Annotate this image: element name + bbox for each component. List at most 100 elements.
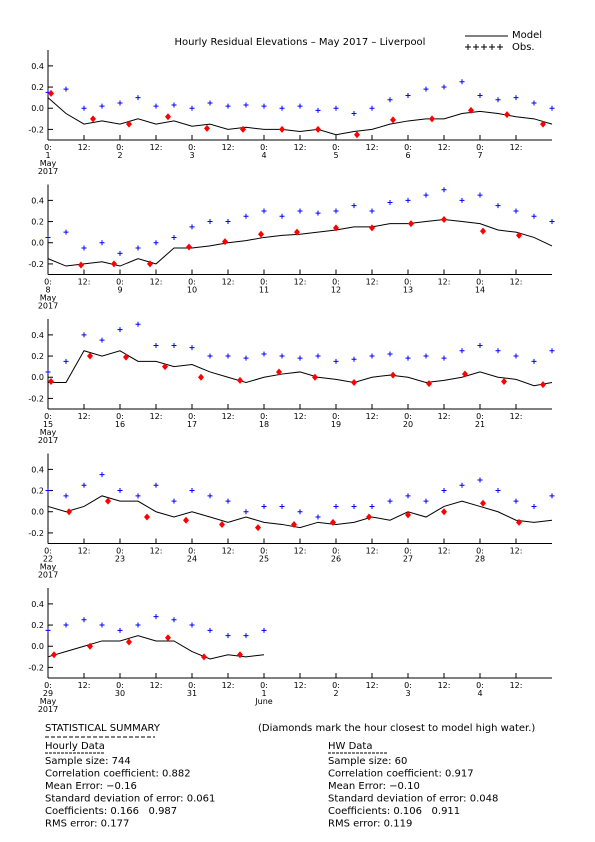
year-label: 2017 [38, 436, 58, 445]
obs-marker [117, 627, 123, 633]
obs-marker [477, 93, 483, 99]
obs-marker [405, 493, 411, 499]
obs-marker [279, 503, 285, 509]
summary-line: Coefficients: 0.166 0.987 [45, 806, 177, 817]
x-tick-label: 12: [78, 278, 91, 287]
hw-diamond [237, 376, 243, 384]
day-label: 10 [187, 286, 197, 295]
obs-marker [549, 105, 555, 111]
hw-diamond [51, 651, 57, 659]
obs-marker [117, 250, 123, 256]
obs-marker [81, 482, 87, 488]
day-label: 3 [189, 151, 194, 160]
obs-marker [189, 622, 195, 628]
day-label: 25 [259, 555, 269, 564]
y-tick-label: -0.2 [28, 663, 44, 672]
summary-line: Standard deviation of error: 0.048 [328, 794, 498, 805]
y-tick-label: 0.4 [31, 331, 44, 340]
y-tick-label: 0.0 [31, 104, 44, 113]
obs-marker [153, 614, 159, 620]
x-tick-label: 12: [510, 278, 523, 287]
obs-marker [351, 203, 357, 209]
model-line [47, 218, 553, 267]
obs-marker [531, 213, 537, 219]
x-tick-label: 12: [78, 412, 91, 421]
hw-diamond [333, 224, 339, 232]
obs-marker [549, 348, 555, 354]
hw-diamond [126, 638, 132, 646]
obs-marker [135, 245, 141, 251]
obs-marker [135, 493, 141, 499]
x-tick-label: 0: [404, 681, 412, 690]
obs-marker [207, 627, 213, 633]
obs-marker [495, 203, 501, 209]
y-tick-label: -0.2 [28, 529, 44, 538]
obs-marker [531, 100, 537, 106]
obs-marker [333, 208, 339, 214]
y-tick-label: 0.4 [31, 600, 44, 609]
hw-diamond [315, 125, 321, 133]
hw-diamond [516, 231, 522, 239]
day-label: 30 [115, 689, 125, 698]
hw-diamond [540, 120, 546, 128]
day-label: 2 [117, 151, 122, 160]
obs-marker [369, 105, 375, 111]
hw-diamond [516, 518, 522, 526]
obs-marker [387, 200, 393, 205]
obs-marker [495, 488, 501, 494]
x-tick-label: 0: [44, 412, 52, 421]
model-line [48, 350, 553, 387]
obs-marker [315, 210, 321, 216]
x-tick-label: 0: [476, 547, 484, 556]
hw-diamond [240, 125, 246, 133]
hw-diamond [165, 634, 171, 642]
obs-marker [387, 351, 393, 357]
summary-section-title: HW Data [328, 741, 372, 752]
obs-marker [63, 622, 69, 628]
legend-obs-marker [489, 44, 495, 50]
obs-marker [99, 103, 105, 109]
obs-marker [135, 622, 141, 628]
obs-marker [297, 208, 303, 214]
x-tick-label: 12: [150, 681, 163, 690]
obs-marker [99, 472, 105, 478]
hw-diamond [90, 115, 96, 123]
day-label: 7 [477, 151, 482, 160]
obs-marker [45, 488, 51, 494]
hw-diamond [480, 499, 486, 507]
hw-diamond [291, 520, 297, 528]
y-tick-label: 0.0 [31, 508, 44, 517]
hw-diamond [330, 518, 336, 526]
summary-line: Correlation coefficient: 0.882 [45, 769, 191, 780]
hw-diamond [87, 642, 93, 650]
summary-line: RMS error: 0.119 [328, 819, 412, 830]
x-tick-label: 0: [260, 278, 268, 287]
hw-diamond [126, 120, 132, 128]
x-tick-label: 0: [188, 278, 196, 287]
obs-marker [117, 327, 123, 333]
obs-marker [63, 358, 69, 364]
hw-diamond [165, 113, 171, 121]
day-label: 20 [403, 420, 413, 429]
hw-diamond [354, 131, 360, 139]
x-tick-label: 0: [332, 278, 340, 287]
day-label: 31 [187, 689, 197, 698]
hw-diamond [279, 125, 285, 133]
obs-marker [333, 105, 339, 111]
obs-marker [243, 633, 249, 639]
x-tick-label: 0: [404, 278, 412, 287]
month-label: May [40, 697, 57, 706]
obs-marker [297, 103, 303, 109]
hw-diamond [219, 520, 225, 528]
legend-obs-marker [497, 44, 503, 50]
y-tick-label: -0.2 [28, 125, 44, 134]
hw-diamond [66, 508, 72, 516]
legend-obs-marker [465, 44, 471, 50]
x-tick-label: 0: [260, 547, 268, 556]
obs-marker [459, 482, 465, 488]
obs-marker [315, 107, 321, 113]
obs-marker [81, 245, 87, 251]
x-tick-label: 0: [188, 143, 196, 152]
x-tick-label: 12: [294, 412, 307, 421]
model-line [47, 495, 553, 529]
